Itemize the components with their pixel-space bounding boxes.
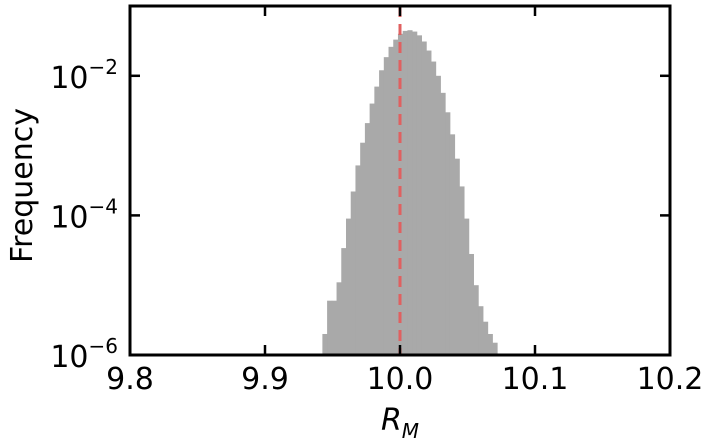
x-tick-label: 9.8 [106,362,154,397]
histogram-bar [360,142,366,355]
histogram-bar [464,218,470,355]
y-tick-label: 10−6 [50,334,118,375]
histogram-bar [440,92,446,355]
histogram-bar [492,342,498,355]
histogram-bar [473,285,479,355]
x-tick-label: 10.2 [637,362,704,397]
histogram-bar [416,35,422,355]
histogram-bar [364,123,371,355]
histogram-bar [355,165,361,355]
y-tick-label: 10−2 [50,55,118,96]
histogram-bar [388,46,394,355]
y-axis-label: Frequency [5,108,40,263]
histogram-bar [478,306,484,355]
histogram-bar [393,39,399,356]
x-axis-ticks: 9.8 9.9 10.0 10.1 10.2 [106,6,703,397]
histogram-bar [449,134,456,355]
y-axis-ticks: 10−6 10−4 10−2 [50,55,670,375]
histogram-bar [412,31,418,356]
histogram-bar [468,253,474,355]
x-axis-label-subscript: M [402,419,419,441]
x-axis-label-main: R [381,403,402,438]
histogram-bar [431,61,437,356]
histogram-bar [383,57,389,356]
histogram-bar [445,112,451,355]
histogram-bar [483,321,489,355]
x-tick-label: 10.1 [502,362,569,397]
histogram-bar [435,75,441,356]
y-tick-label: 10−4 [50,194,118,235]
histogram-bar [346,218,352,355]
histogram-bar [322,333,328,355]
histogram-bar [379,70,385,356]
histogram-bar [369,103,375,355]
histogram-bar [331,300,337,355]
x-tick-label: 10.0 [367,362,434,397]
histogram-bar [426,50,432,356]
histogram-bar [454,158,460,355]
x-axis-label: RM [381,403,419,441]
histogram-bar [407,30,413,356]
histogram-bar [341,248,347,355]
histogram-bar [336,282,342,355]
histogram-bar [374,86,380,356]
histogram-bar [350,191,356,355]
histogram-bar [459,186,465,355]
histogram-bars [322,30,498,356]
histogram-bar [487,333,493,355]
histogram-bar [402,30,408,355]
x-tick-label: 9.9 [241,362,289,397]
histogram-bar [327,300,333,355]
histogram-bar [421,41,427,355]
